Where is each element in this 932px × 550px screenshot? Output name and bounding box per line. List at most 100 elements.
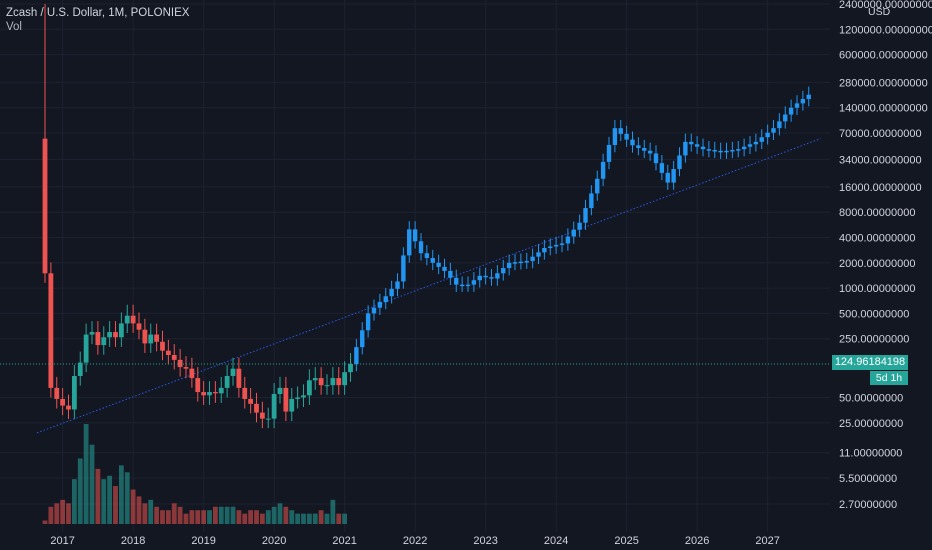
volume-bar (312, 513, 318, 524)
projection-body (506, 262, 512, 269)
projection-body (495, 273, 500, 279)
projection-body (371, 307, 377, 314)
volume-bar (265, 510, 271, 524)
projection-body (465, 284, 471, 287)
projection-body (765, 132, 770, 138)
price-axis[interactable]: 2400000.00000000 1200000.00000000 600000.0… (839, 0, 932, 511)
volume-bar (77, 458, 83, 524)
currency-label: USD (868, 6, 891, 18)
volume-bar (271, 506, 277, 524)
price-tick-label: 250.00000000 (839, 334, 909, 346)
candle-body (160, 341, 165, 351)
projection-body (418, 241, 424, 254)
projection-body (407, 229, 412, 256)
price-tick-label: 4000.00000000 (839, 233, 915, 245)
price-tick-label: 11.00000000 (839, 448, 902, 460)
projection-body (448, 270, 453, 278)
volume-bar (289, 510, 295, 524)
time-tick-label: 2018 (121, 535, 145, 547)
trendline-line (36, 138, 821, 434)
price-tick-label: 25.00000000 (839, 418, 903, 430)
time-tick-label: 2020 (262, 535, 286, 547)
candle-body (289, 398, 295, 412)
price-tick-label: 34000.00000000 (839, 154, 922, 166)
candles (42, 4, 353, 429)
volume-bar (318, 510, 324, 524)
candle-body (324, 385, 330, 387)
projection-body (689, 141, 694, 145)
projection-body (524, 261, 529, 263)
volume-bar (136, 496, 142, 524)
projection-body (559, 243, 565, 245)
volume-bar (60, 499, 66, 524)
volume-bar (66, 503, 71, 524)
projection-body (542, 248, 547, 253)
projection-body (806, 94, 811, 100)
candle-body (242, 387, 248, 399)
candle-body (201, 392, 207, 396)
projection-body (489, 277, 494, 279)
candle-body (148, 334, 154, 344)
candle-body (60, 398, 66, 406)
time-axis[interactable]: 2017 2018 2019 2020 2021 2022 2023 2024 2025 2026… (50, 535, 779, 547)
projection-body (459, 284, 465, 287)
candle-body (95, 332, 101, 346)
projection-body (618, 128, 623, 134)
symbol-title[interactable]: Zcash / U.S. Dollar, 1M, POLONIEX (6, 7, 190, 19)
volume-bar (259, 513, 265, 524)
price-tick-label: 280000.00000000 (839, 77, 928, 89)
projection-body (677, 155, 682, 170)
projection-body (530, 256, 535, 262)
projection-body (730, 149, 735, 152)
candle-body (207, 392, 212, 396)
projection-body (589, 193, 594, 209)
projection-body (659, 163, 665, 173)
volume-bar (83, 424, 89, 524)
projection-body (565, 236, 571, 244)
volume-bar (342, 513, 348, 524)
price-tick-label: 1000.00000000 (839, 283, 915, 295)
projection-body (747, 144, 753, 147)
projection-body (712, 149, 717, 152)
candle-body (248, 398, 254, 404)
projection-body (683, 141, 688, 156)
volume-bar (89, 444, 95, 524)
price-tick-label: 1200000.00000000 (839, 24, 932, 36)
volume-bar (207, 510, 212, 524)
candle-body (277, 387, 283, 394)
candle-body (165, 350, 171, 356)
volume-bar (277, 503, 283, 524)
projection-body (595, 178, 600, 194)
volume-bar (189, 510, 195, 524)
volume-bar (48, 506, 54, 524)
candle-body (348, 364, 353, 373)
volume-bar (165, 510, 171, 524)
volume-label[interactable]: Vol (6, 21, 22, 33)
projection-body (377, 301, 383, 308)
volume-bar (336, 513, 342, 524)
projection-body (647, 150, 653, 154)
price-tick-label: 50.00000000 (839, 392, 903, 404)
trendline[interactable] (36, 138, 821, 434)
volume-bar (107, 475, 113, 524)
candle-body (48, 273, 54, 388)
volume-bar (54, 503, 60, 524)
projection-body (794, 103, 800, 108)
price-tick-label: 16000.00000000 (839, 182, 922, 194)
projection-body (612, 128, 618, 146)
price-tick-label: 8000.00000000 (839, 207, 915, 219)
candle-body (83, 334, 89, 363)
projection-body (783, 114, 788, 122)
volume-bar (301, 513, 306, 524)
projection-body (401, 255, 406, 282)
candle-body (254, 403, 259, 413)
volume-bar (242, 513, 248, 524)
projection-body (424, 253, 430, 259)
projection-body (753, 141, 759, 145)
projection-body (395, 281, 400, 289)
projection-body (553, 244, 559, 247)
candle-body (142, 329, 148, 344)
candle-body (195, 378, 201, 393)
projection-body (412, 229, 418, 242)
